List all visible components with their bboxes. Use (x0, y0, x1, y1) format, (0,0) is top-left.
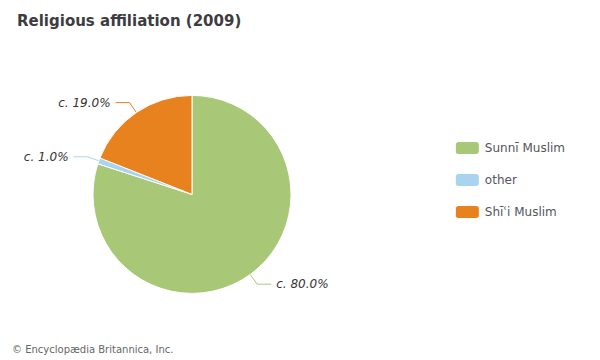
svg-text:Shīʿi Muslim: Shīʿi Muslim (485, 205, 557, 219)
svg-text:other: other (485, 173, 517, 187)
svg-text:c. 80.0%: c. 80.0% (276, 277, 328, 291)
svg-text:Sunnī Muslim: Sunnī Muslim (485, 141, 565, 155)
svg-text:© Encyclopædia Britannica, Inc: © Encyclopædia Britannica, Inc. (12, 344, 173, 355)
svg-text:c. 1.0%: c. 1.0% (24, 150, 69, 164)
svg-text:Religious affiliation (2009): Religious affiliation (2009) (17, 12, 241, 30)
svg-text:c. 19.0%: c. 19.0% (58, 96, 110, 110)
